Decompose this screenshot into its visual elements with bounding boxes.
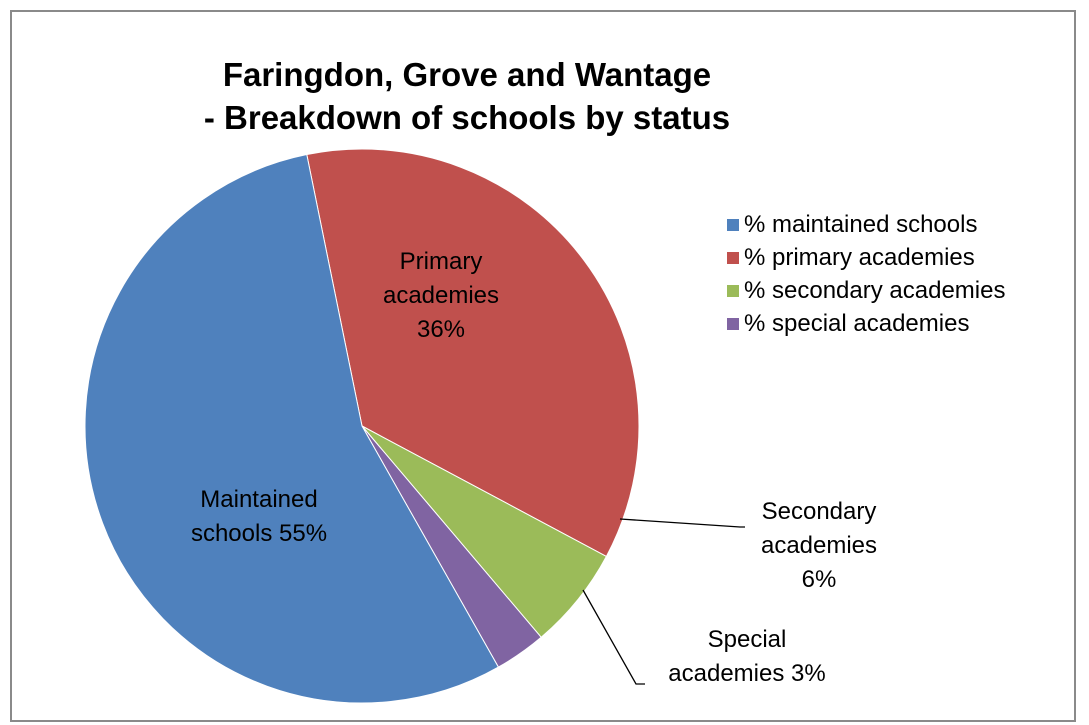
data-label-primary: Primary academies 36% [383, 248, 499, 343]
data-label-maintained: Maintained schools 55% [191, 486, 327, 547]
chart-title-line-2: - Breakdown of schools by status [203, 99, 731, 136]
pie-slice-primary [306, 148, 640, 558]
leader-line-special [582, 589, 645, 685]
legend-label-secondary: % secondary academies [744, 276, 1006, 304]
data-label-special-line: Special [708, 626, 787, 653]
data-label-special: Special academies 3% [668, 626, 825, 687]
legend-label-primary: % primary academies [744, 243, 975, 271]
leader-line-secondary [619, 518, 745, 528]
data-label-primary-line: academies [383, 282, 499, 309]
data-label-special-line: academies 3% [668, 660, 825, 687]
data-label-secondary-line: 6% [802, 566, 837, 593]
legend-item-special: % special academies [727, 307, 1005, 340]
legend-item-secondary: % secondary academies [727, 274, 1005, 307]
legend-swatch-primary [727, 251, 739, 264]
legend-label-special: % special academies [744, 309, 970, 337]
data-label-secondary-line: academies [761, 532, 877, 559]
chart-title-line-1: Faringdon, Grove and Wantage [222, 56, 712, 93]
legend-swatch-special [727, 317, 739, 330]
data-label-primary-line: Primary [400, 248, 483, 275]
data-label-primary-line: 36% [417, 316, 465, 343]
legend-swatch-secondary [727, 284, 739, 297]
chart-title: Faringdon, Grove and Wantage - Breakdown… [12, 53, 922, 139]
data-label-secondary-line: Secondary [762, 498, 877, 525]
legend-label-maintained: % maintained schools [744, 210, 978, 238]
pie-slice-maintained [84, 153, 500, 704]
legend-item-primary: % primary academies [727, 241, 1005, 274]
legend-item-maintained: % maintained schools [727, 208, 1005, 241]
legend-swatch-maintained [727, 218, 739, 231]
legend: % maintained schools % primary academies… [727, 208, 1005, 340]
data-label-maintained-line: schools 55% [191, 520, 327, 547]
data-label-secondary: Secondary academies 6% [761, 498, 877, 593]
data-label-maintained-line: Maintained [200, 486, 317, 513]
